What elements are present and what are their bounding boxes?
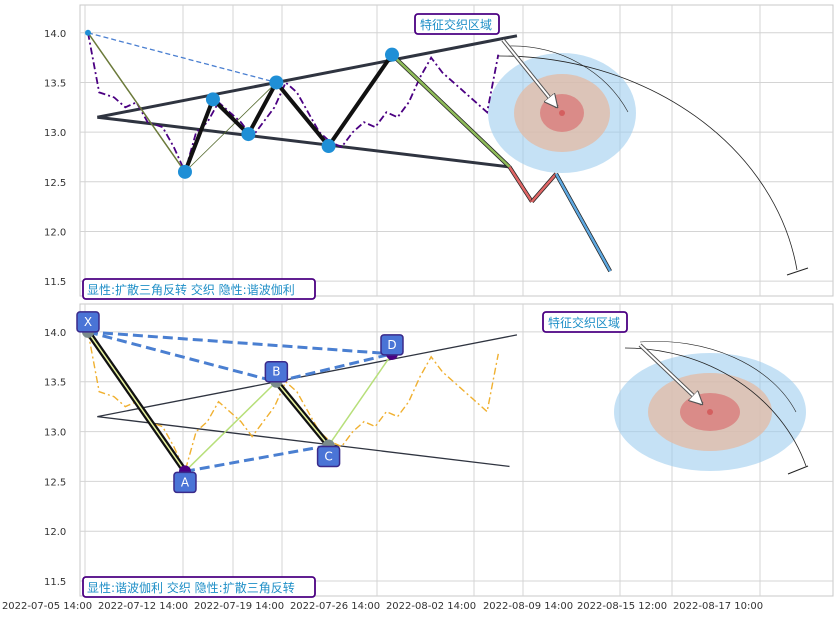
- price-series-line: [87, 331, 499, 474]
- harmonic-label-box: [264, 360, 289, 383]
- price-series-line: [87, 32, 500, 175]
- y-tick-label: 13.0: [44, 128, 66, 139]
- y-tick-label: 12.0: [44, 527, 66, 538]
- harmonic-thick-leg: [87, 331, 186, 472]
- y-tick-label: 12.5: [44, 477, 66, 488]
- small-arc: [509, 45, 629, 113]
- harmonic-thick-leg: [275, 381, 330, 446]
- harmonic-thin-leg: [327, 353, 393, 446]
- zone-label-box: [542, 311, 628, 333]
- trend-line: [97, 415, 510, 468]
- projection-segment: [530, 173, 558, 203]
- zone-arrow: [639, 344, 702, 404]
- y-tick-label: 11.5: [44, 577, 66, 588]
- zone-label: 特征交织区域: [548, 315, 620, 330]
- x-tick-label: 2022-07-19 14:00: [194, 601, 284, 612]
- zone-label: 特征交织区域: [420, 17, 492, 32]
- harmonic-dashed-line: [87, 330, 393, 356]
- zone-center: [559, 110, 565, 116]
- harmonic-dashed-line: [184, 444, 329, 473]
- harmonic-label-box: [173, 471, 197, 494]
- arc-end-mark: [787, 465, 809, 475]
- zone-label-box: [414, 13, 500, 35]
- projection-segment: [555, 173, 612, 272]
- y-tick-label: 12.5: [44, 178, 66, 189]
- pattern-point-marker: [321, 139, 336, 154]
- pattern-thin-line: [184, 82, 277, 173]
- y-tick-label: 13.0: [44, 428, 66, 439]
- y-tick-label: 13.5: [44, 78, 66, 89]
- small-arc: [639, 341, 797, 413]
- harmonic-label-a: A: [181, 475, 190, 489]
- y-tick-label: 12.0: [44, 227, 66, 238]
- harmonic-label-box: [316, 445, 341, 468]
- x-tick-label: 2022-07-05 14:00: [2, 601, 92, 612]
- trend-line: [97, 115, 510, 169]
- panel-top: 11.5 12.0 12.5 13.0 13.5 14.0 特征交织区域显性:扩散三角反转 …: [44, 4, 834, 300]
- y-tick-label: 14.0: [44, 328, 66, 339]
- pattern-point-marker: [205, 92, 220, 107]
- pattern-zigzag: [183, 53, 394, 173]
- harmonic-label-box: [380, 334, 404, 356]
- harmonic-dashed-line: [87, 330, 277, 384]
- plot-area: [79, 4, 834, 297]
- x-tick-label: 2022-08-02 14:00: [386, 601, 476, 612]
- zone-arrow: [502, 39, 557, 107]
- x-tick-label: 2022-08-15 12:00: [577, 601, 667, 612]
- harmonic-label-x: X: [84, 315, 92, 329]
- harmonic-label-b: B: [272, 365, 280, 379]
- pattern-label-box: [82, 576, 316, 598]
- panel-bottom: 11.5 12.0 12.5 13.0 13.5 14.0 X A B C D 特征交织区域显性:谐波…: [44, 303, 834, 598]
- x-tick-label: 2022-08-09 14:00: [483, 601, 573, 612]
- x-tick-label: 2022-07-26 14:00: [290, 601, 380, 612]
- zone-center: [707, 409, 713, 415]
- pattern-point-marker: [269, 75, 284, 90]
- trend-line: [97, 34, 518, 119]
- pattern-label: 显性:扩散三角反转 交织 隐性:谐波伽利: [87, 282, 295, 297]
- projection-segment: [391, 53, 511, 168]
- pattern-point-marker: [241, 127, 256, 142]
- pattern-dashed-line: [87, 32, 277, 84]
- harmonic-label-box: [76, 311, 100, 333]
- pattern-label: 显性:谐波伽利 交织 隐性:扩散三角反转: [87, 580, 295, 595]
- harmonic-dashed-line: [276, 352, 393, 384]
- y-tick-label: 14.0: [44, 29, 66, 40]
- harmonic-thin-leg: [184, 381, 277, 472]
- projection-arc: [624, 347, 807, 467]
- pattern-point-marker: [384, 47, 399, 62]
- y-tick-label: 13.5: [44, 378, 66, 389]
- x-tick-label: 2022-07-12 14:00: [98, 601, 188, 612]
- projection-arc: [496, 55, 798, 271]
- pattern-point-marker: [85, 29, 91, 36]
- y-tick-label: 11.5: [44, 277, 66, 288]
- pattern-label-box: [82, 278, 316, 300]
- projection-segment: [508, 166, 533, 203]
- arc-end-mark: [786, 267, 809, 276]
- pattern-point-marker: [177, 164, 192, 179]
- pattern-thin-line: [87, 32, 186, 173]
- harmonic-label-c: C: [324, 450, 332, 464]
- x-tick-label: 2022-08-17 10:00: [673, 601, 763, 612]
- harmonic-label-d: D: [387, 338, 396, 352]
